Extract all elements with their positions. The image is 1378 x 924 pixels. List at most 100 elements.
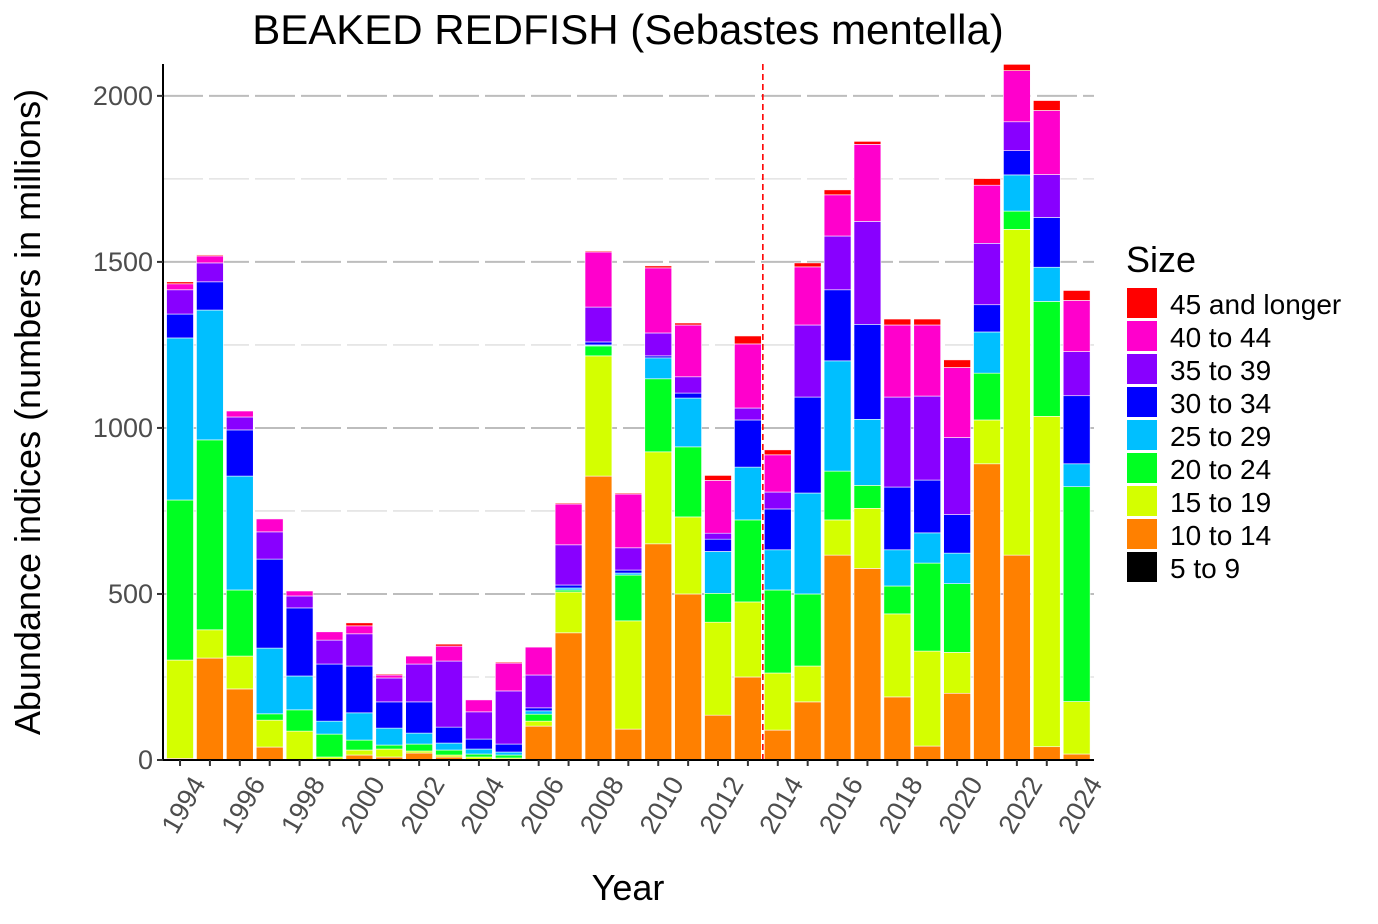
bar-segment-2015-20-to-24 — [794, 594, 821, 666]
bar-segment-1996-10-to-14 — [226, 689, 253, 760]
bar-segment-2007-30-to-34 — [555, 585, 582, 588]
bar-segment-2018-30-to-34 — [884, 487, 911, 550]
bar-segment-1996-20-to-24 — [226, 590, 253, 656]
bar-segment-2020-35-to-39 — [944, 438, 971, 515]
bar-segment-2023-45-and-longer — [1033, 101, 1060, 111]
bar-segment-2004-20-to-24 — [465, 754, 492, 757]
bar-segment-2001-40-to-44 — [376, 675, 403, 678]
bar-segment-2010-10-to-14 — [645, 544, 672, 760]
bar-segment-2023-20-to-24 — [1033, 301, 1060, 416]
bars — [167, 64, 1091, 760]
bar-segment-2013-10-to-14 — [734, 677, 761, 760]
bar-segment-2018-15-to-19 — [884, 614, 911, 697]
bar-segment-2024-40-to-44 — [1063, 300, 1090, 351]
bar-segment-2006-35-to-39 — [525, 675, 552, 708]
bar-segment-2013-45-and-longer — [734, 336, 761, 344]
bar-segment-2020-45-and-longer — [944, 360, 971, 368]
bar-segment-2001-15-to-19 — [376, 749, 403, 757]
bar-segment-2001-45-and-longer — [376, 674, 403, 675]
bar-segment-2005-45-and-longer — [495, 662, 522, 663]
legend-swatch — [1127, 519, 1157, 549]
bar-segment-2011-20-to-24 — [675, 447, 702, 517]
legend-label: 30 to 34 — [1170, 388, 1271, 419]
bar-segment-2016-35-to-39 — [824, 236, 851, 290]
x-tick-label: 1998 — [275, 771, 331, 838]
bar-segment-1997-10-to-14 — [256, 747, 283, 760]
bar-segment-1998-20-to-24 — [286, 710, 313, 731]
x-tick-label: 2004 — [454, 771, 510, 838]
bar-segment-2017-15-to-19 — [854, 508, 881, 568]
bar-segment-1996-40-to-44 — [226, 411, 253, 417]
bar-segment-2000-40-to-44 — [346, 626, 373, 634]
bar-segment-2015-35-to-39 — [794, 325, 821, 397]
bar-segment-1994-20-to-24 — [167, 500, 194, 660]
bar-segment-2019-15-to-19 — [914, 651, 941, 746]
bar-segment-2002-35-to-39 — [406, 664, 433, 702]
bar-segment-2008-15-to-19 — [585, 356, 612, 476]
bar-segment-1994-35-to-39 — [167, 290, 194, 314]
bar-segment-2016-25-to-29 — [824, 361, 851, 471]
bar-segment-2005-30-to-34 — [495, 744, 522, 752]
legend-label: 25 to 29 — [1170, 421, 1271, 452]
bar-segment-1994-25-to-29 — [167, 338, 194, 500]
bar-segment-2004-30-to-34 — [465, 739, 492, 749]
legend-label: 20 to 24 — [1170, 454, 1271, 485]
bar-segment-2007-35-to-39 — [555, 545, 582, 585]
bar-segment-1999-25-to-29 — [316, 721, 343, 734]
bar-segment-2002-40-to-44 — [406, 656, 433, 664]
bar-segment-2017-30-to-34 — [854, 324, 881, 419]
bar-segment-1997-25-to-29 — [256, 648, 283, 714]
bar-segment-2022-45-and-longer — [1003, 64, 1030, 70]
bar-segment-1994-40-to-44 — [167, 284, 194, 290]
x-tick-label: 2024 — [1052, 771, 1108, 838]
bar-segment-2002-30-to-34 — [406, 702, 433, 733]
bar-segment-2002-20-to-24 — [406, 744, 433, 751]
bar-segment-1995-20-to-24 — [196, 440, 223, 630]
x-tick-label: 2002 — [395, 771, 451, 838]
bar-segment-2018-45-and-longer — [884, 319, 911, 325]
bar-segment-2022-20-to-24 — [1003, 211, 1030, 229]
x-tick-label: 1996 — [215, 771, 271, 838]
bar-segment-2004-25-to-29 — [465, 749, 492, 754]
bar-segment-2015-45-and-longer — [794, 263, 821, 267]
bar-segment-2008-20-to-24 — [585, 346, 612, 356]
legend-swatch — [1127, 354, 1157, 384]
bar-segment-1995-35-to-39 — [196, 263, 223, 282]
bar-segment-2010-20-to-24 — [645, 379, 672, 452]
bar-segment-1997-20-to-24 — [256, 714, 283, 720]
bar-segment-2010-25-to-29 — [645, 358, 672, 379]
bar-segment-2001-30-to-34 — [376, 702, 403, 728]
bar-segment-2014-25-to-29 — [764, 550, 791, 590]
bar-segment-2023-30-to-34 — [1033, 217, 1060, 267]
legend-swatch — [1127, 387, 1157, 417]
bar-segment-2011-15-to-19 — [675, 517, 702, 594]
bar-segment-2007-10-to-14 — [555, 633, 582, 760]
x-tick-label: 2020 — [933, 771, 989, 838]
y-tick-label: 1500 — [93, 247, 153, 277]
bar-segment-1999-35-to-39 — [316, 640, 343, 664]
bar-segment-2009-15-to-19 — [615, 621, 642, 729]
bar-segment-2021-25-to-29 — [974, 332, 1001, 373]
bar-segment-2006-10-to-14 — [525, 726, 552, 760]
bar-segment-1995-25-to-29 — [196, 310, 223, 440]
bar-segment-2008-10-to-14 — [585, 476, 612, 760]
legend-label: 35 to 39 — [1170, 355, 1271, 386]
bar-segment-2017-10-to-14 — [854, 568, 881, 759]
bar-segment-2011-30-to-34 — [675, 393, 702, 398]
bar-segment-2016-45-and-longer — [824, 190, 851, 195]
bar-segment-2014-40-to-44 — [764, 455, 791, 492]
bar-segment-2019-40-to-44 — [914, 325, 941, 396]
x-tick-label: 2018 — [873, 771, 929, 838]
bar-segment-2024-25-to-29 — [1063, 464, 1090, 487]
bar-segment-2013-40-to-44 — [734, 344, 761, 408]
bar-segment-2001-20-to-24 — [376, 745, 403, 749]
legend-label: 15 to 19 — [1170, 487, 1271, 518]
bar-segment-2005-35-to-39 — [495, 691, 522, 744]
bar-segment-2022-25-to-29 — [1003, 175, 1030, 211]
bar-segment-2000-35-to-39 — [346, 634, 373, 666]
legend-swatch — [1127, 453, 1157, 483]
bar-segment-2016-40-to-44 — [824, 195, 851, 236]
bar-segment-2016-20-to-24 — [824, 471, 851, 520]
bar-segment-2012-45-and-longer — [705, 475, 732, 480]
